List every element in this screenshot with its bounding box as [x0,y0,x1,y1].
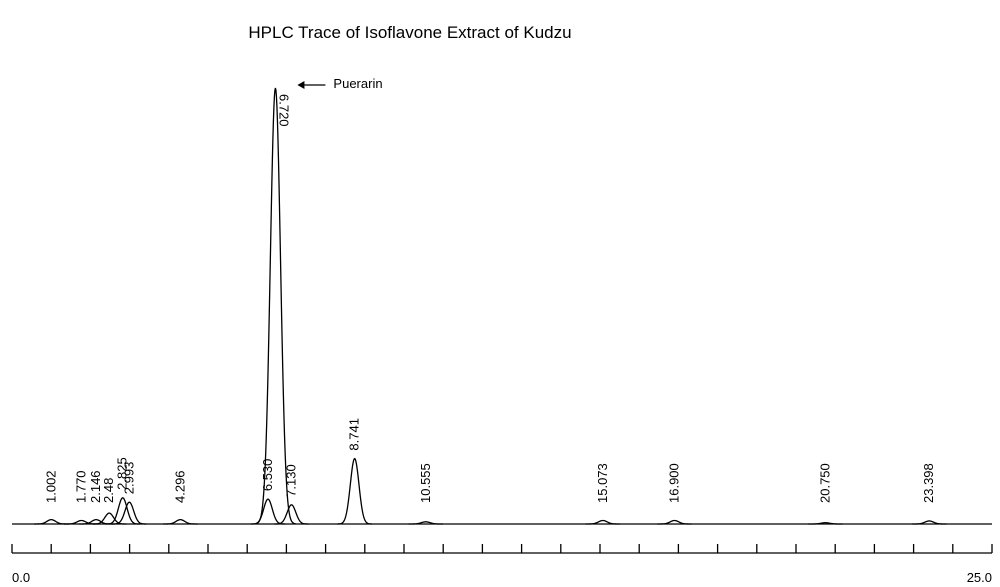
peak [250,498,286,525]
peak [585,519,621,525]
peak-label: 2.146 [88,470,103,503]
peak-label: 16.900 [666,463,681,503]
peak-label: 7.130 [283,464,298,497]
peak-label: 20.750 [817,463,832,503]
peak-label: 2.825 [115,457,130,490]
peak-label: 2.48 [101,478,116,503]
peak [911,520,947,525]
peak [112,501,147,525]
peak-label: 6.530 [260,459,275,492]
peak [91,512,127,525]
chart-title: HPLC Trace of Isoflavone Extract of Kudz… [248,23,571,42]
peak [657,519,692,525]
peak [408,521,443,525]
peak [808,522,843,525]
peak-label: 1.770 [73,470,88,503]
peak [163,518,198,525]
annotation-arrowhead [297,81,305,89]
x-tick-label: 0.0 [12,570,30,585]
peak-label: 2.993 [121,462,136,495]
annotation: Puerarin [333,76,382,91]
peak [337,457,372,525]
peak-label: 1.002 [43,470,58,503]
peak [274,504,309,525]
peak [34,518,69,525]
peak-label: 15.073 [595,463,610,503]
peak-label: 4.296 [172,470,187,503]
x-tick-label: 25.0 [967,570,992,585]
peak-label: 6.720 [276,94,291,127]
peak-label: 23.398 [921,463,936,503]
peak-label: 8.741 [347,418,362,451]
peak [105,497,140,525]
peak [254,87,296,525]
peak-label: 10.555 [418,463,433,503]
